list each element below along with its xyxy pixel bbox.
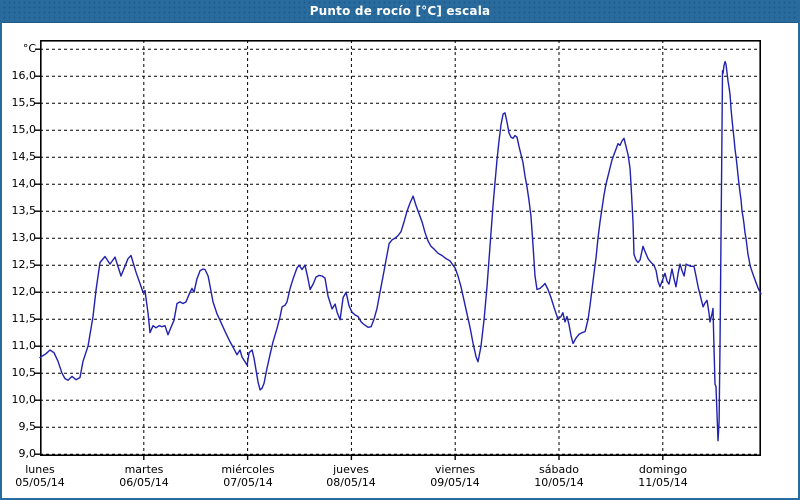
y-axis-label: 15,5 <box>11 96 37 109</box>
dewpoint-line <box>39 60 762 442</box>
day-name: sábado <box>539 463 579 476</box>
x-axis-day-label: viernes 09/05/14 <box>403 463 507 489</box>
chart-area: °C 16,0 15,5 15,0 14,5 14,0 13,5 13,0 12,5 12,0 11… <box>2 23 798 496</box>
day-name: jueves <box>333 463 369 476</box>
y-axis-label: 14,5 <box>11 150 37 163</box>
plot-frame <box>40 40 762 456</box>
day-name: viernes <box>434 463 476 476</box>
day-date: 11/05/14 <box>638 476 688 489</box>
y-axis-unit-label: °C <box>22 42 36 55</box>
y-axis-label: 12,5 <box>11 258 37 271</box>
day-date: 09/05/14 <box>430 476 480 489</box>
day-date: 06/05/14 <box>119 476 169 489</box>
y-axis-label: 9,0 <box>18 447 37 460</box>
x-axis-day-label: miércoles 07/05/14 <box>196 463 300 489</box>
day-date: 08/05/14 <box>326 476 376 489</box>
y-axis-label: 10,5 <box>11 366 37 379</box>
x-axis-day-label: domingo 11/05/14 <box>611 463 715 489</box>
day-name: martes <box>124 463 164 476</box>
y-axis-label: 13,0 <box>11 231 37 244</box>
y-axis-label: 10,0 <box>11 393 37 406</box>
x-axis-day-label: sábado 10/05/14 <box>507 463 611 489</box>
day-date: 07/05/14 <box>223 476 273 489</box>
dewpoint-plot <box>35 40 762 460</box>
y-axis-label: 15,0 <box>11 123 37 136</box>
y-axis-label: 9,5 <box>18 420 37 433</box>
window-title-bar: Punto de rocío [°C] escala <box>2 0 798 23</box>
day-date: 10/05/14 <box>534 476 584 489</box>
x-axis-day-label: martes 06/05/14 <box>92 463 196 489</box>
y-axis-label: 11,0 <box>11 339 37 352</box>
day-name: lunes <box>25 463 55 476</box>
y-axis-label: 14,0 <box>11 177 37 190</box>
day-date: 05/05/14 <box>15 476 65 489</box>
y-axis-label: 11,5 <box>11 312 37 325</box>
x-axis-day-label: lunes 05/05/14 <box>0 463 92 489</box>
y-axis-label: 13,5 <box>11 204 37 217</box>
day-name: domingo <box>638 463 688 476</box>
y-axis-label: 16,0 <box>11 69 37 82</box>
y-axis-label: 12,0 <box>11 285 37 298</box>
x-axis-day-label: jueves 08/05/14 <box>299 463 403 489</box>
day-name: miércoles <box>221 463 275 476</box>
window-title: Punto de rocío [°C] escala <box>309 4 491 18</box>
